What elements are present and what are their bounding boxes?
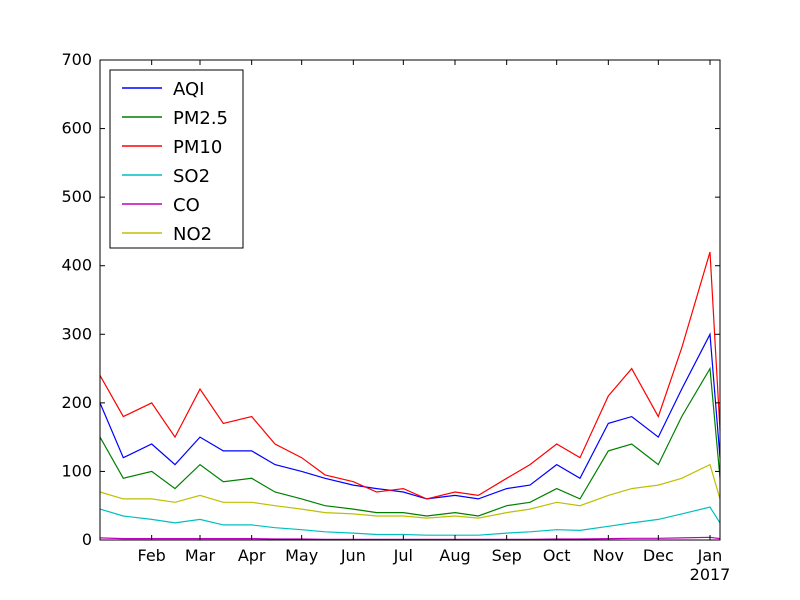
y-tick-label: 400 <box>61 256 92 275</box>
x-tick-label: Mar <box>185 546 216 565</box>
legend-label: PM10 <box>173 137 222 158</box>
series-line-no2 <box>99 463 721 519</box>
y-tick-label: 600 <box>61 119 92 138</box>
series-line-co <box>99 536 721 540</box>
x-tick-label: Oct <box>543 546 571 565</box>
x-tick-label: Dec <box>643 546 674 565</box>
y-tick-label: 200 <box>61 393 92 412</box>
legend: AQI PM2.5 PM10 SO2 CO NO2 <box>109 69 244 249</box>
x-tick-label: Sep <box>492 546 522 565</box>
legend-label: AQI <box>173 79 204 100</box>
x-tick-label: Apr <box>238 546 266 565</box>
series-line-aqi <box>99 332 721 500</box>
y-tick-label: 700 <box>61 50 92 69</box>
legend-label: NO2 <box>173 224 212 245</box>
legend-entry: PM2.5 <box>122 108 228 129</box>
legend-entry: PM10 <box>122 137 222 158</box>
series-line-so2 <box>99 506 721 536</box>
x-tick-label: Jun <box>340 546 366 565</box>
legend-entry: AQI <box>122 79 204 100</box>
x-tick-label: Aug <box>439 546 470 565</box>
legend-entry: SO2 <box>122 166 210 187</box>
x-offset-label: 2017 <box>690 565 731 584</box>
x-tick-label: Feb <box>138 546 166 565</box>
y-axis: 0 100 200 300 400 500 600 700 <box>61 50 720 549</box>
x-tick-label: May <box>285 546 318 565</box>
legend-label: SO2 <box>173 166 210 187</box>
y-tick-label: 0 <box>82 530 92 549</box>
legend-entry: CO <box>122 195 200 216</box>
x-tick-label: Jan <box>697 546 723 565</box>
x-axis: 2017 Feb Mar Apr May Jun Jul Aug Sep Oct Nov Dec Ja… <box>138 60 731 584</box>
plot-frame <box>99 59 721 541</box>
legend-box <box>109 69 244 249</box>
x-tick-label: Jul <box>393 546 413 565</box>
series-line-pm25 <box>99 366 721 517</box>
x-tick-label: Nov <box>593 546 624 565</box>
series-line-pm10 <box>99 251 721 500</box>
legend-label: PM2.5 <box>173 108 228 129</box>
legend-label: CO <box>173 195 200 216</box>
legend-entry: NO2 <box>122 224 212 245</box>
y-tick-label: 300 <box>61 324 92 343</box>
series-lines <box>99 251 721 540</box>
y-tick-label: 500 <box>61 187 92 206</box>
y-tick-label: 100 <box>61 461 92 480</box>
